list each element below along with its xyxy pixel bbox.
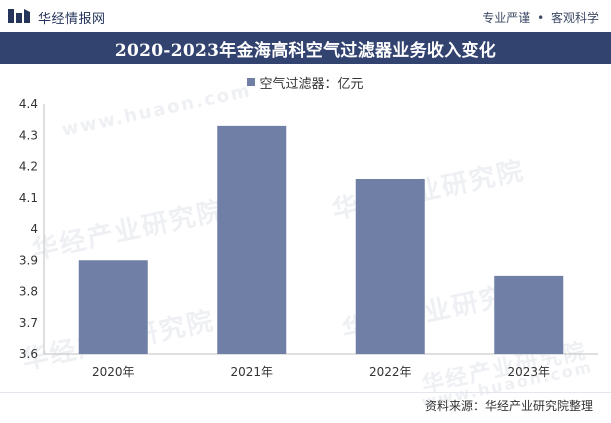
x-tick-label: 2022年 xyxy=(369,365,412,379)
source-note: 资料来源：华经产业研究院整理 xyxy=(424,399,593,413)
bar xyxy=(355,179,425,354)
y-tick-label: 3.8 xyxy=(19,285,38,299)
bar xyxy=(217,125,287,354)
slogan-separator: • xyxy=(537,11,545,25)
chart-title: 2020-2023年金海高科空气过滤器业务收入变化 xyxy=(114,40,497,61)
footer-divider xyxy=(0,392,611,393)
bar-logo-icon xyxy=(8,9,30,23)
y-tick-label: 3.7 xyxy=(19,316,38,330)
x-tick-label: 2021年 xyxy=(230,365,273,379)
slogan-right: 客观科学 xyxy=(550,11,599,25)
brand-name: 华经情报网 xyxy=(38,12,106,27)
y-tick-label: 4.2 xyxy=(19,160,38,174)
y-tick-label: 4.3 xyxy=(19,128,38,142)
top-bar: 华经情报网 专业严谨 • 客观科学 xyxy=(0,0,611,32)
bar xyxy=(494,275,564,354)
y-tick-label: 4.4 xyxy=(19,97,38,111)
x-tick-label: 2023年 xyxy=(507,365,550,379)
slogan: 专业严谨 • 客观科学 xyxy=(482,9,599,26)
title-bar: 2020-2023年金海高科空气过滤器业务收入变化 xyxy=(0,32,611,64)
bar-chart: 3.6 3.7 3.8 3.9 4 4.1 4.2 4.3 4.4 2020年 2021年 2022年… xyxy=(19,97,598,379)
y-tick-label: 4 xyxy=(30,222,38,236)
x-tick-label: 2020年 xyxy=(92,365,135,379)
chart-legend: 空气过滤器：亿元 xyxy=(0,72,611,92)
y-tick-label: 3.6 xyxy=(19,347,38,361)
slogan-left: 专业严谨 xyxy=(482,11,531,25)
legend-swatch xyxy=(247,78,256,86)
y-tick-label: 4.1 xyxy=(19,191,38,205)
legend-label: 空气过滤器：亿元 xyxy=(259,76,364,92)
bar xyxy=(78,260,148,354)
y-tick-label: 3.9 xyxy=(19,253,38,267)
